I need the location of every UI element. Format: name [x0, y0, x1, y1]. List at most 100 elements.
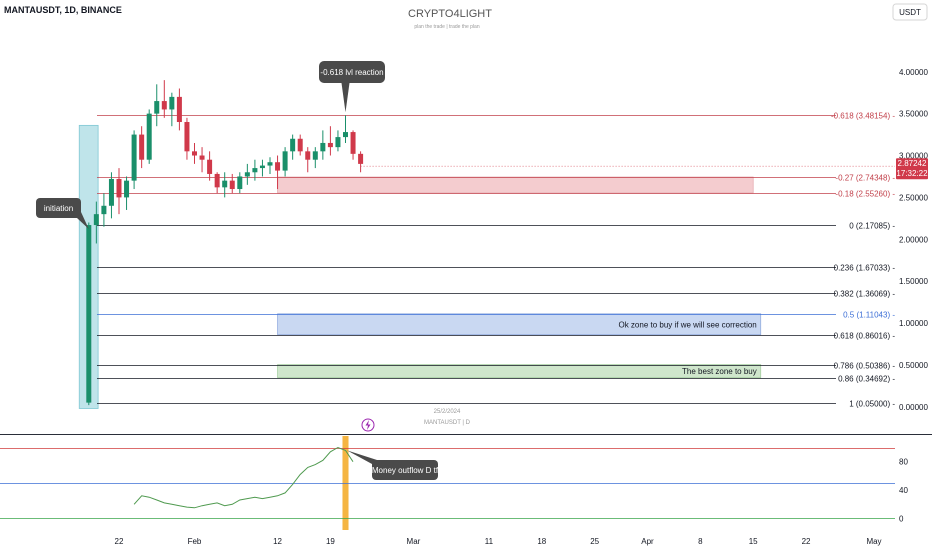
brand-tagline: plan the trade | trade the plan: [414, 24, 479, 30]
osc-tick-label: 0: [899, 514, 904, 523]
candle: [259, 159, 265, 177]
candle: [176, 88, 182, 131]
candle: [199, 147, 205, 173]
candle-body: [335, 137, 341, 148]
candle-body: [237, 176, 243, 190]
candle-body: [161, 101, 167, 110]
oscillator-pane: 0 40 80 Money outflow D tf: [0, 436, 908, 530]
candle: [327, 126, 333, 156]
candle-body: [282, 151, 288, 171]
price-tick-label: 3.50000: [899, 110, 928, 119]
price-tick-label: 2.50000: [899, 193, 928, 202]
candle: [116, 168, 122, 215]
price-tick-label: 1.50000: [899, 277, 928, 286]
fib-label: -0.18 (2.55260) -: [835, 190, 895, 199]
time-tick-label: 22: [802, 537, 811, 546]
time-tick-label: 15: [749, 537, 758, 546]
candle-body: [259, 165, 265, 169]
time-axis[interactable]: 22 Feb 12 19 Mar 11 18 25 Apr 8 15 22 May: [115, 537, 882, 546]
candle: [222, 172, 228, 198]
oscillator-series: [133, 446, 354, 509]
candle: [108, 172, 114, 219]
currency-label: USDT: [899, 8, 921, 17]
annotations-layer: initiation -0.618 lvl reaction 25/2/2024 MA…: [36, 61, 471, 426]
candle-body: [267, 162, 273, 166]
candle-body: [176, 96, 182, 123]
candle-body: [244, 172, 250, 177]
candle: [343, 115, 348, 143]
candle-body: [343, 132, 348, 138]
candle: [192, 142, 197, 164]
candle: [184, 117, 190, 160]
current-price-badge: [896, 158, 928, 180]
fib-label: 0 (2.17085) -: [849, 222, 895, 231]
candle-body: [93, 214, 99, 226]
fib-label: 1 (0.05000) -: [849, 400, 895, 409]
candle-body: [154, 101, 160, 114]
candles-layer: [86, 80, 364, 406]
best-zone-label: The best zone to buy: [682, 367, 757, 376]
callout-box: [319, 61, 385, 83]
fib-label: 0.618 (0.86016) -: [834, 332, 896, 341]
callout-pointer: [77, 212, 89, 230]
candle-body: [312, 151, 318, 160]
candle: [320, 130, 326, 160]
callout-text: Money outflow D tf: [372, 466, 439, 475]
candle-body: [358, 153, 364, 164]
candle: [86, 222, 92, 406]
initiation-callout: initiation: [36, 198, 89, 230]
time-tick-label: Feb: [188, 537, 202, 546]
callout-text: initiation: [44, 204, 73, 213]
candle: [139, 126, 145, 169]
candle: [93, 201, 99, 244]
candle-body: [116, 178, 122, 198]
candle: [101, 193, 107, 227]
candle: [297, 134, 303, 156]
time-tick-label: 18: [537, 537, 546, 546]
candle-body: [222, 180, 228, 188]
price-axis[interactable]: 0.00000 0.50000 1.00000 1.50000 2.00000 2.500…: [360, 68, 929, 412]
time-tick-label: 22: [115, 537, 124, 546]
candle-body: [169, 96, 175, 110]
lightning-icon[interactable]: [361, 418, 375, 432]
candle: [124, 176, 130, 210]
candle: [237, 172, 243, 194]
time-tick-label: May: [866, 537, 881, 546]
time-tick-label: Mar: [407, 537, 421, 546]
candle: [214, 172, 220, 194]
time-tick-label: 11: [485, 537, 494, 546]
candle: [229, 173, 235, 194]
candle-body: [108, 178, 114, 206]
fib-label: 0.382 (1.36069) -: [834, 290, 896, 299]
candle: [154, 84, 160, 127]
osc-tick-label: 40: [899, 486, 908, 495]
fib-label: 0.236 (1.67033) -: [834, 264, 896, 273]
zones-layer: Ok zone to buy if we will see correction…: [78, 124, 762, 409]
candle-body: [184, 122, 190, 152]
fib-levels-layer: -0.618 (3.48154) - -0.27 (2.74348) - -0.18…: [97, 112, 895, 409]
candle: [146, 109, 152, 164]
resistance-zone: [277, 176, 754, 194]
outflow-callout: Money outflow D tf: [347, 450, 439, 480]
price-tick-label: 3.00000: [899, 152, 928, 161]
candle-body: [297, 138, 303, 152]
callout-pointer: [341, 83, 350, 113]
brand-name: CRYPTO4LIGHT: [408, 8, 492, 20]
candle: [252, 159, 258, 181]
callout-pointer: [347, 450, 377, 464]
price-tick-label: 0.00000: [899, 403, 928, 412]
price-tick-label: 1.00000: [899, 319, 928, 328]
candle-body: [350, 132, 356, 154]
candle: [169, 92, 175, 127]
callout-text: -0.618 lvl reaction: [320, 68, 383, 77]
outflow-highlight: [342, 436, 349, 530]
candle-body: [275, 162, 281, 171]
candle-body: [86, 225, 92, 403]
candle-body: [199, 155, 205, 160]
candle-body: [146, 113, 152, 160]
watermark-symbol: MANTAUSDT | D: [424, 420, 471, 426]
candle: [335, 130, 341, 152]
candle-body: [327, 142, 333, 148]
currency-button[interactable]: USDT: [892, 3, 928, 21]
